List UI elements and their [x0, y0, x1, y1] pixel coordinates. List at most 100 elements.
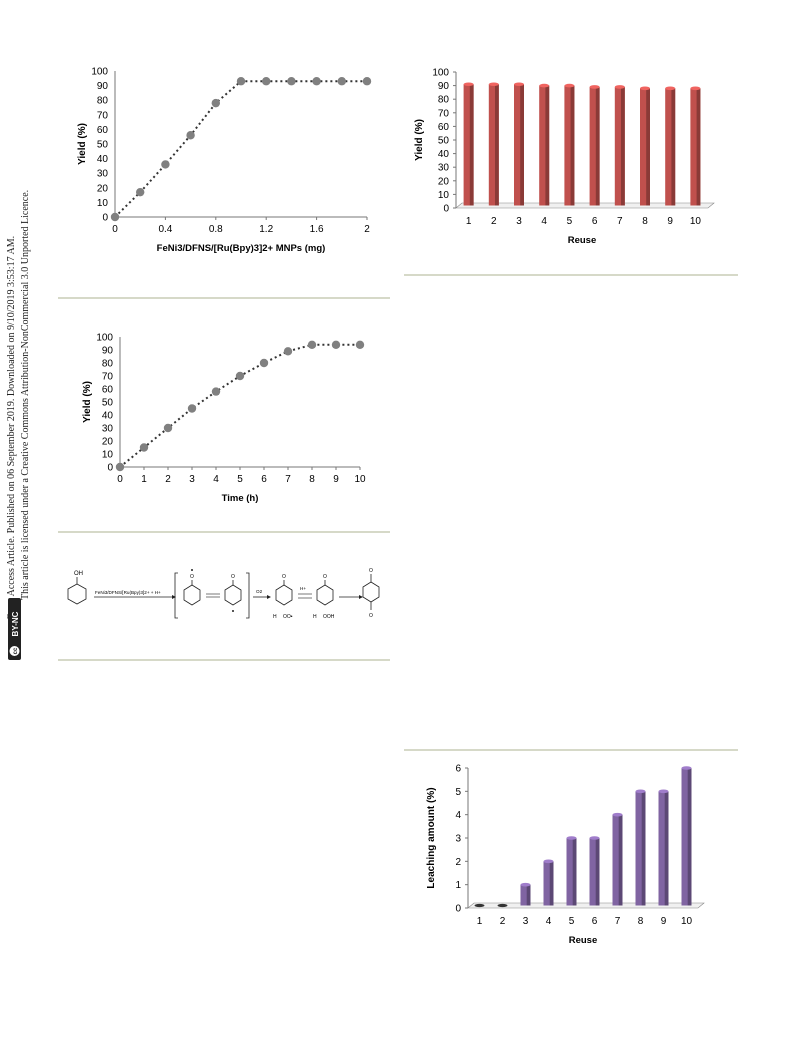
y-tick-label: 90: [438, 81, 450, 92]
bar-front: [520, 884, 531, 906]
oh-label: OH: [74, 571, 83, 577]
bar-shade: [671, 88, 676, 206]
bar-cap: [612, 812, 623, 817]
bar-shade: [618, 814, 623, 906]
bar-front: [640, 88, 650, 206]
bar-shade: [595, 838, 600, 906]
bar-shade: [545, 85, 550, 206]
bar-front: [665, 88, 676, 206]
bar-cap: [690, 86, 701, 91]
bar-front: [539, 85, 550, 206]
x-tick-label: 9: [667, 216, 673, 227]
x-tick-label: 10: [690, 216, 702, 227]
license-sidebar: Open Access Article. Published on 06 Sep…: [6, 190, 31, 660]
y-tick-label: 90: [97, 81, 109, 92]
bar-cap: [463, 82, 474, 87]
bar-cap: [543, 859, 554, 864]
x-tick-label: 2: [165, 474, 171, 485]
bar-front: [612, 814, 623, 906]
quinone-o-bottom: O: [369, 613, 373, 619]
bar-shade: [664, 791, 669, 906]
bar-front: [543, 861, 554, 906]
bar: [635, 789, 646, 906]
bar-shade: [572, 838, 577, 906]
x-tick-label: 8: [638, 916, 644, 927]
x-tick-label: 7: [615, 916, 621, 927]
data-point: [235, 371, 245, 381]
x-tick-label: 10: [354, 474, 366, 485]
bar: [665, 86, 676, 206]
y-tick-label: 40: [102, 411, 114, 422]
bar-shade: [570, 85, 575, 206]
x-tick-label: 7: [617, 216, 623, 227]
phenoxy-ring: [183, 584, 201, 606]
y-axis-title: Yield (%): [414, 119, 425, 161]
x-tick-label: 1.6: [310, 224, 324, 235]
bar-shade: [641, 791, 646, 906]
data-point: [211, 387, 221, 396]
y-axis-title: Leaching amount (%): [426, 787, 437, 888]
divider-top-left: [58, 297, 390, 299]
data-point: [283, 347, 293, 356]
bar-cap: [514, 82, 524, 87]
x-tick-label: 7: [285, 474, 291, 485]
x-axis-title: Time (h): [222, 493, 259, 504]
bar: [589, 836, 600, 906]
x-tick-label: 1.2: [259, 224, 273, 235]
y-tick-label: 30: [438, 163, 450, 174]
x-tick-label: 5: [569, 916, 575, 927]
bar: [614, 85, 625, 206]
bar-shade: [621, 86, 625, 206]
data-point: [262, 77, 271, 86]
data-point: [110, 212, 120, 222]
bar: [520, 882, 531, 906]
y-tick-label: 30: [102, 424, 114, 435]
bar-cap: [497, 903, 508, 908]
reaction-scheme: OH FeNi3/DFNS/[Ru(Bpy)3]2+ + H+ O O O2 O…: [67, 568, 380, 620]
data-point: [187, 404, 197, 413]
bar-shade: [595, 86, 600, 206]
x-tick-label: 0.8: [209, 224, 223, 235]
bar-front: [463, 84, 474, 206]
data-point: [355, 340, 365, 349]
x-tick-label: 5: [567, 216, 573, 227]
data-point: [161, 160, 170, 169]
y-tick-label: 10: [102, 450, 114, 461]
x-tick-label: 5: [237, 474, 243, 485]
x-tick-label: 4: [546, 916, 552, 927]
bar: [690, 86, 701, 206]
bar: [543, 859, 554, 906]
y-tick-label: 90: [102, 346, 114, 357]
bar: [488, 82, 499, 206]
bar-front: [614, 86, 625, 206]
ooh-label: OOH: [323, 614, 335, 620]
data-point: [287, 77, 296, 86]
divider-bottom-left: [58, 659, 390, 661]
phenol-ring: [67, 583, 87, 605]
bar-front: [566, 838, 577, 906]
x-tick-label: 10: [681, 916, 693, 927]
o2-label: O2: [256, 589, 263, 594]
x-tick-label: 9: [333, 474, 339, 485]
x-tick-label: 3: [516, 216, 522, 227]
cc-license-badge[interactable]: cc BY-NC: [8, 598, 21, 660]
bar-shade: [469, 84, 474, 206]
x-tick-label: 2: [491, 216, 497, 227]
x-axis-title: Reuse: [569, 935, 598, 946]
y-tick-label: 50: [438, 136, 450, 147]
y-tick-label: 50: [97, 140, 109, 151]
y-tick-label: 80: [102, 359, 114, 370]
bar-front: [564, 85, 575, 206]
bracket-left: [174, 572, 178, 619]
carbonyl-o-2: O: [282, 574, 286, 580]
quinone-o-top: O: [369, 568, 373, 574]
y-tick-label: 70: [102, 372, 114, 383]
sidebar-line-1: Open Access Article. Published on 06 Sep…: [6, 236, 17, 620]
bar: [514, 82, 524, 206]
divider-top-right: [404, 274, 738, 276]
bar-shade: [495, 84, 499, 206]
carbonyl-o: O: [231, 574, 235, 580]
y-tick-label: 20: [97, 183, 109, 194]
bar: [463, 82, 474, 206]
bar: [474, 903, 485, 908]
